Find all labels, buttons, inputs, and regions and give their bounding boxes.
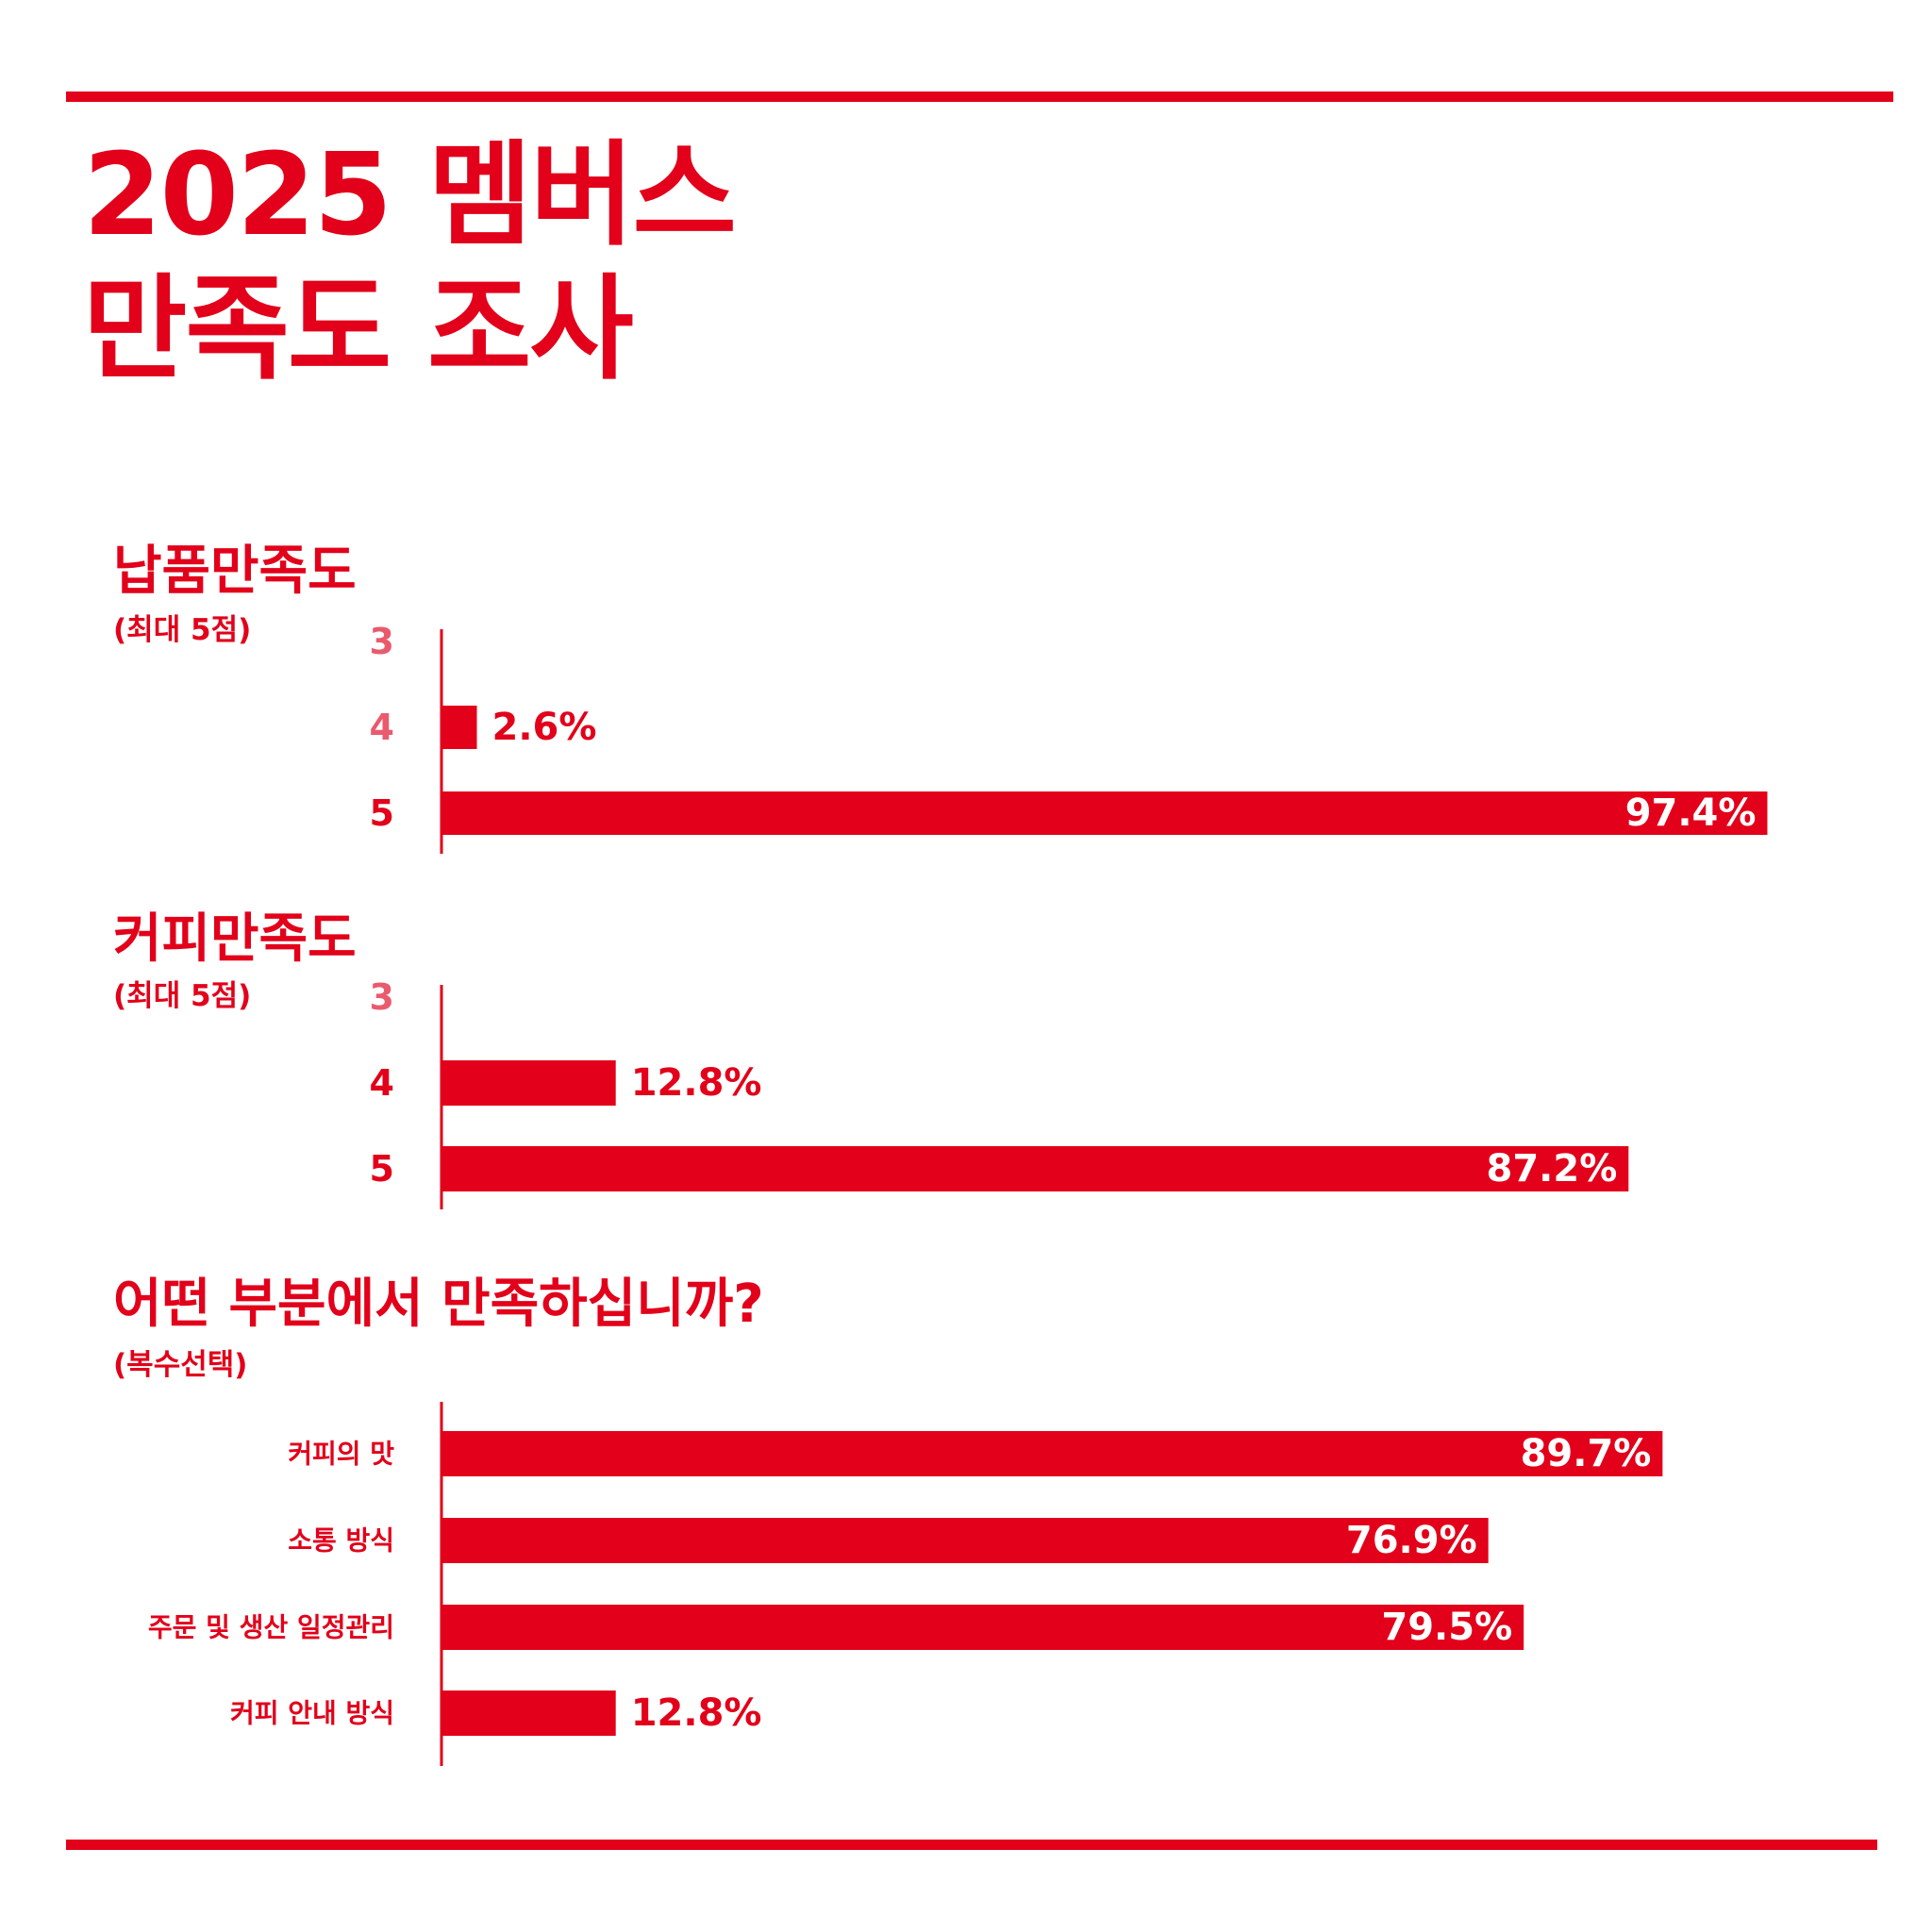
page-title-line-1: 2025 멤버스 [83, 130, 737, 261]
top-rule [66, 92, 1893, 102]
areas-bar [441, 1431, 1663, 1476]
coffee-satisfaction-title: 커피만족도 [113, 908, 357, 970]
areas-value-label: 89.7% [1521, 1432, 1652, 1475]
coffee-value-label: 12.8% [631, 1061, 762, 1105]
coffee-bar [441, 1146, 1629, 1191]
coffee-category-label: 4 [370, 1062, 394, 1104]
areas-category-label: 커피의 맛 [288, 1439, 394, 1470]
areas-bar [441, 1605, 1524, 1650]
areas-category-label: 소통 방식 [288, 1525, 394, 1557]
coffee-bar [441, 1060, 616, 1106]
delivery-bar [441, 706, 477, 749]
delivery-bar [441, 791, 1768, 835]
page-title-line-2: 만족도 조사 [83, 264, 634, 395]
areas-bar [441, 1518, 1489, 1563]
areas-bar [441, 1690, 616, 1736]
bottom-rule [66, 1840, 1877, 1850]
delivery-category-label: 4 [370, 707, 394, 748]
delivery-satisfaction-note: (최대 5점) [113, 613, 252, 647]
delivery-value-label: 97.4% [1625, 791, 1757, 835]
coffee-value-label: 87.2% [1487, 1147, 1618, 1191]
satisfaction-areas-title: 어떤 부분에서 만족하십니까? [113, 1274, 764, 1335]
coffee-category-label: 5 [370, 1148, 394, 1190]
satisfaction-areas-note: (복수선택) [113, 1348, 248, 1382]
areas-value-label: 79.5% [1381, 1606, 1512, 1649]
coffee-category-label: 3 [370, 976, 394, 1018]
areas-category-label: 주문 및 생산 일정관리 [148, 1612, 394, 1643]
coffee-satisfaction-note: (최대 5점) [113, 979, 252, 1013]
areas-value-label: 76.9% [1346, 1519, 1477, 1562]
areas-value-label: 12.8% [631, 1691, 762, 1735]
delivery-category-label: 5 [370, 792, 394, 834]
delivery-satisfaction-title: 납품만족도 [113, 541, 357, 602]
delivery-value-label: 2.6% [492, 706, 597, 749]
delivery-category-label: 3 [370, 621, 394, 662]
areas-category-label: 커피 안내 방식 [230, 1698, 394, 1729]
